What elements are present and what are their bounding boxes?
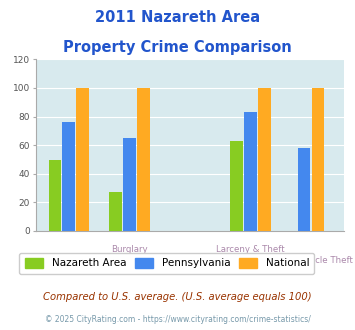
Text: Larceny & Theft: Larceny & Theft	[216, 245, 285, 254]
Text: 2011 Nazareth Area: 2011 Nazareth Area	[95, 10, 260, 25]
Bar	[49, 159, 61, 231]
Legend: Nazareth Area, Pennsylvania, National: Nazareth Area, Pennsylvania, National	[20, 253, 315, 274]
Text: Burglary: Burglary	[111, 245, 148, 254]
Bar	[123, 138, 136, 231]
Bar	[312, 88, 324, 231]
Text: Motor Vehicle Theft: Motor Vehicle Theft	[269, 256, 353, 265]
Bar	[137, 88, 150, 231]
Bar	[298, 148, 310, 231]
Text: Arson: Arson	[178, 256, 202, 265]
Text: Compared to U.S. average. (U.S. average equals 100): Compared to U.S. average. (U.S. average …	[43, 292, 312, 302]
Bar	[62, 122, 75, 231]
Bar	[230, 141, 243, 231]
Bar	[109, 192, 122, 231]
Text: © 2025 CityRating.com - https://www.cityrating.com/crime-statistics/: © 2025 CityRating.com - https://www.city…	[45, 315, 310, 324]
Text: Property Crime Comparison: Property Crime Comparison	[63, 40, 292, 54]
Bar	[244, 112, 257, 231]
Bar	[76, 88, 89, 231]
Bar	[258, 88, 271, 231]
Text: All Property Crime: All Property Crime	[30, 256, 108, 265]
